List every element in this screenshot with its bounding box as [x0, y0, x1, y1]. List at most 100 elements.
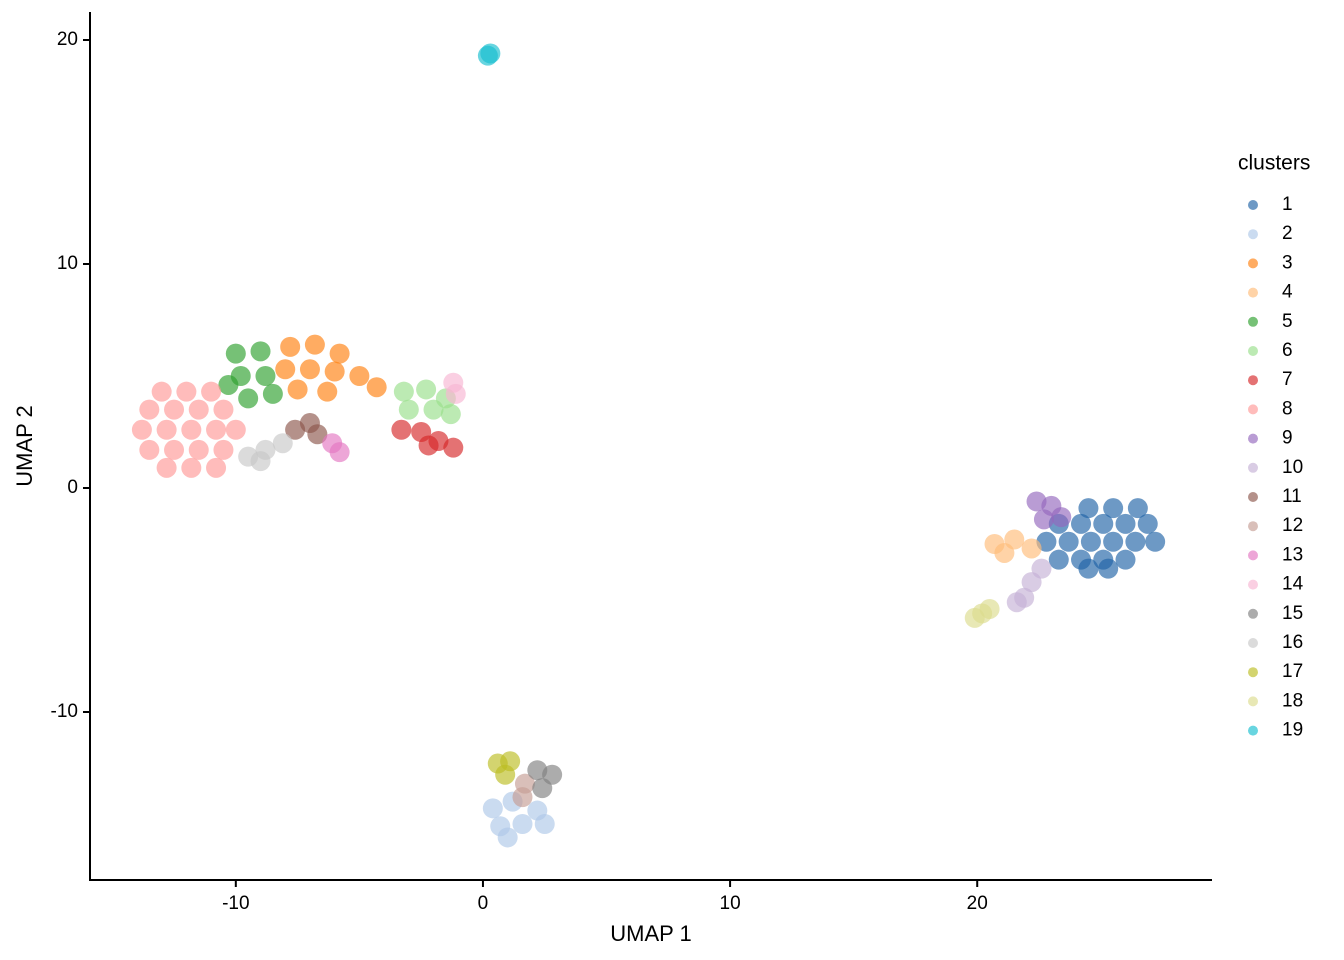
point — [188, 399, 209, 420]
point — [225, 343, 246, 364]
point — [287, 379, 308, 400]
legend-swatch — [1248, 200, 1258, 210]
legend-swatch — [1248, 696, 1258, 707]
legend-swatch — [1248, 346, 1258, 356]
point — [139, 439, 160, 460]
legend-label: 14 — [1282, 574, 1304, 595]
point — [1078, 498, 1099, 519]
point — [1125, 531, 1146, 552]
point — [304, 334, 325, 355]
legend-label: 18 — [1282, 690, 1303, 711]
point — [156, 419, 177, 440]
legend-label: 13 — [1282, 544, 1303, 565]
legend-swatch — [1248, 638, 1258, 648]
x-tick-label: -10 — [222, 893, 249, 914]
point — [176, 381, 197, 402]
point — [497, 827, 518, 848]
legend-swatch — [1248, 433, 1258, 444]
legend-label: 15 — [1282, 603, 1303, 624]
legend-swatch — [1248, 725, 1258, 736]
y-tick-label: 10 — [57, 253, 78, 274]
point — [1071, 513, 1092, 534]
legend-swatch — [1248, 579, 1258, 590]
legend-label: 10 — [1282, 457, 1303, 478]
y-tick-label: -10 — [51, 701, 78, 722]
point — [181, 457, 202, 478]
point — [393, 381, 414, 402]
point — [1033, 509, 1054, 530]
point — [156, 457, 177, 478]
point — [440, 404, 461, 425]
point — [299, 359, 320, 380]
point — [416, 379, 437, 400]
point — [480, 43, 501, 64]
point — [206, 419, 227, 440]
point — [495, 764, 516, 785]
point — [1103, 498, 1124, 519]
x-tick-label: 20 — [967, 893, 988, 914]
point — [225, 419, 246, 440]
legend-swatch — [1248, 287, 1258, 298]
legend-swatch — [1248, 404, 1258, 415]
x-axis-title: UMAP 1 — [610, 921, 692, 946]
legend-swatch — [1248, 316, 1258, 327]
legend-label: 6 — [1282, 340, 1293, 361]
point — [188, 439, 209, 460]
legend-label: 9 — [1282, 428, 1293, 449]
legend-label: 8 — [1282, 398, 1293, 419]
point — [324, 361, 345, 382]
point — [201, 381, 222, 402]
legend-swatch — [1248, 521, 1258, 532]
legend-swatch — [1248, 550, 1258, 561]
point — [979, 598, 1000, 619]
legend-label: 2 — [1282, 223, 1293, 244]
point — [272, 433, 293, 454]
point — [307, 424, 328, 445]
legend-label: 11 — [1282, 486, 1302, 507]
point — [443, 437, 464, 458]
point — [275, 359, 296, 380]
y-tick-label: 0 — [67, 477, 78, 498]
legend-label: 4 — [1282, 282, 1293, 303]
legend-label: 5 — [1282, 311, 1293, 332]
legend-label: 17 — [1282, 661, 1303, 682]
legend-swatch — [1248, 462, 1258, 473]
point — [512, 814, 533, 834]
point — [994, 542, 1015, 563]
point — [139, 399, 160, 420]
point — [280, 336, 301, 357]
point — [1080, 531, 1101, 552]
point — [1021, 538, 1042, 559]
point — [218, 374, 239, 395]
point — [181, 419, 202, 440]
point — [532, 778, 553, 799]
legend-swatch — [1248, 492, 1258, 502]
legend-swatch — [1248, 667, 1258, 678]
point — [366, 377, 387, 398]
point — [391, 419, 412, 440]
point — [1103, 531, 1124, 552]
point — [1137, 513, 1158, 534]
point — [1051, 507, 1072, 528]
legend-label: 12 — [1282, 515, 1303, 536]
point — [255, 366, 276, 386]
point — [329, 343, 350, 364]
point — [398, 399, 419, 420]
point — [250, 451, 271, 472]
legend-swatch — [1248, 375, 1258, 386]
legend-label: 1 — [1282, 194, 1293, 215]
legend-swatch — [1248, 229, 1258, 240]
point — [1145, 531, 1166, 552]
point — [1093, 513, 1114, 534]
point — [238, 388, 259, 409]
point — [250, 341, 271, 362]
y-tick-label: 20 — [57, 29, 78, 50]
point — [349, 366, 370, 386]
point — [131, 419, 152, 440]
point — [423, 399, 444, 420]
point — [1098, 558, 1119, 579]
point — [213, 439, 234, 460]
point — [1115, 549, 1136, 570]
point — [1127, 498, 1148, 519]
